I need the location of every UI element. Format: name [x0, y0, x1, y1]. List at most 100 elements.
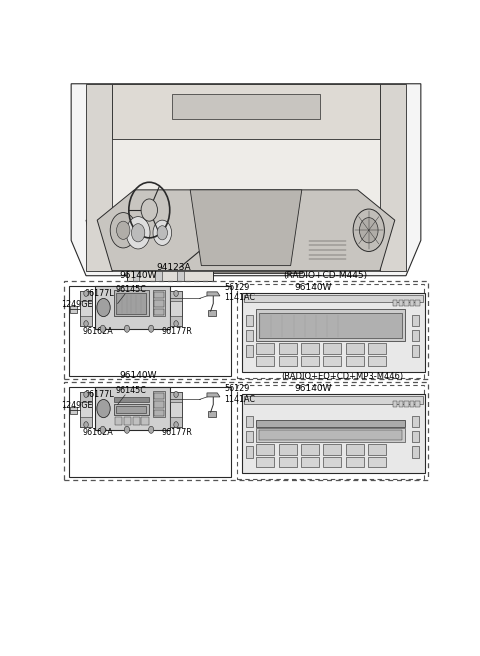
- Bar: [404, 401, 408, 407]
- Bar: [114, 397, 149, 402]
- Text: 56129: 56129: [225, 384, 250, 393]
- Circle shape: [174, 422, 178, 428]
- Bar: [256, 428, 405, 442]
- Bar: [154, 394, 164, 400]
- Text: 1141AC: 1141AC: [225, 293, 255, 302]
- Bar: [279, 444, 297, 455]
- Text: 96177L: 96177L: [85, 289, 115, 298]
- Bar: [279, 343, 297, 354]
- Circle shape: [174, 321, 178, 327]
- Bar: [398, 300, 403, 306]
- Text: 96162A: 96162A: [83, 327, 113, 337]
- Bar: [96, 286, 170, 329]
- Bar: [256, 308, 405, 341]
- Bar: [127, 253, 213, 281]
- Polygon shape: [190, 190, 302, 266]
- Bar: [154, 308, 164, 315]
- Bar: [208, 310, 216, 316]
- Bar: [301, 444, 319, 455]
- Bar: [154, 293, 164, 298]
- Bar: [142, 417, 149, 424]
- Bar: [415, 401, 420, 407]
- Bar: [246, 346, 253, 357]
- Bar: [324, 343, 341, 354]
- Bar: [246, 447, 253, 458]
- Bar: [410, 300, 414, 306]
- Circle shape: [157, 226, 168, 240]
- Bar: [346, 356, 363, 365]
- Bar: [259, 430, 402, 440]
- Text: 96145C: 96145C: [115, 386, 146, 395]
- Bar: [301, 343, 319, 354]
- Text: (RADIO+CD-M445): (RADIO+CD-M445): [283, 271, 367, 279]
- Circle shape: [84, 392, 88, 398]
- Bar: [244, 396, 423, 403]
- Bar: [124, 417, 131, 424]
- Text: 96140W: 96140W: [120, 271, 157, 279]
- Bar: [154, 401, 164, 407]
- Bar: [415, 300, 420, 306]
- Text: (RADIO+EQ+CD+MP3-M446): (RADIO+EQ+CD+MP3-M446): [281, 372, 403, 380]
- Bar: [411, 315, 419, 326]
- Bar: [368, 444, 386, 455]
- Bar: [410, 401, 414, 407]
- Circle shape: [117, 221, 130, 239]
- Bar: [279, 356, 297, 365]
- Bar: [170, 291, 181, 301]
- Bar: [64, 382, 428, 480]
- Bar: [301, 457, 319, 466]
- Bar: [81, 316, 92, 326]
- Bar: [411, 330, 419, 341]
- Circle shape: [124, 426, 130, 434]
- Text: 96177R: 96177R: [161, 428, 192, 438]
- Bar: [279, 457, 297, 466]
- Text: 94123A: 94123A: [156, 263, 192, 272]
- Bar: [411, 346, 419, 357]
- Text: 1141AC: 1141AC: [225, 394, 255, 403]
- Bar: [69, 387, 231, 477]
- Polygon shape: [207, 292, 220, 296]
- Text: 56129: 56129: [225, 283, 250, 292]
- Bar: [256, 356, 274, 365]
- Bar: [81, 291, 92, 326]
- Bar: [190, 249, 302, 273]
- Bar: [259, 313, 402, 338]
- Bar: [256, 420, 405, 427]
- Circle shape: [110, 213, 136, 248]
- Bar: [116, 293, 146, 314]
- Text: 96177L: 96177L: [85, 390, 115, 400]
- Bar: [208, 411, 216, 417]
- Bar: [81, 392, 92, 427]
- Bar: [411, 431, 419, 442]
- Bar: [242, 394, 424, 473]
- Bar: [170, 392, 181, 402]
- Bar: [155, 268, 162, 281]
- Polygon shape: [112, 84, 380, 271]
- Circle shape: [126, 216, 150, 249]
- Circle shape: [153, 220, 172, 245]
- Circle shape: [84, 321, 88, 327]
- Bar: [368, 356, 386, 365]
- Bar: [115, 417, 122, 424]
- Circle shape: [100, 325, 106, 333]
- Bar: [393, 401, 397, 407]
- Bar: [114, 290, 149, 316]
- Circle shape: [97, 400, 110, 418]
- Bar: [246, 315, 253, 326]
- Bar: [170, 392, 181, 427]
- Bar: [132, 417, 140, 424]
- Bar: [177, 268, 184, 281]
- Bar: [154, 300, 164, 306]
- Bar: [368, 343, 386, 354]
- Bar: [71, 306, 77, 313]
- Bar: [170, 417, 181, 427]
- Bar: [81, 417, 92, 427]
- Bar: [324, 356, 341, 365]
- Bar: [246, 416, 253, 427]
- Bar: [170, 316, 181, 326]
- Polygon shape: [86, 84, 112, 271]
- Text: 96140W: 96140W: [294, 384, 332, 393]
- Bar: [237, 284, 424, 378]
- Bar: [256, 444, 274, 455]
- Circle shape: [97, 298, 110, 317]
